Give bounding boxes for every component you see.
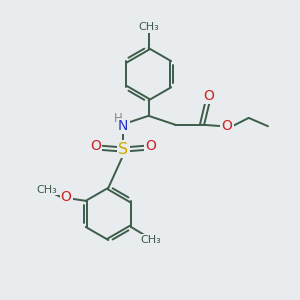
Text: O: O (91, 140, 101, 153)
Text: S: S (118, 142, 128, 157)
Text: N: N (118, 119, 128, 133)
Text: O: O (221, 119, 233, 133)
Text: CH₃: CH₃ (138, 22, 159, 32)
Text: H: H (114, 112, 123, 125)
Text: O: O (203, 89, 214, 103)
Text: CH₃: CH₃ (141, 236, 161, 245)
Text: CH₃: CH₃ (36, 184, 57, 194)
Text: O: O (61, 190, 72, 204)
Text: O: O (145, 140, 156, 153)
